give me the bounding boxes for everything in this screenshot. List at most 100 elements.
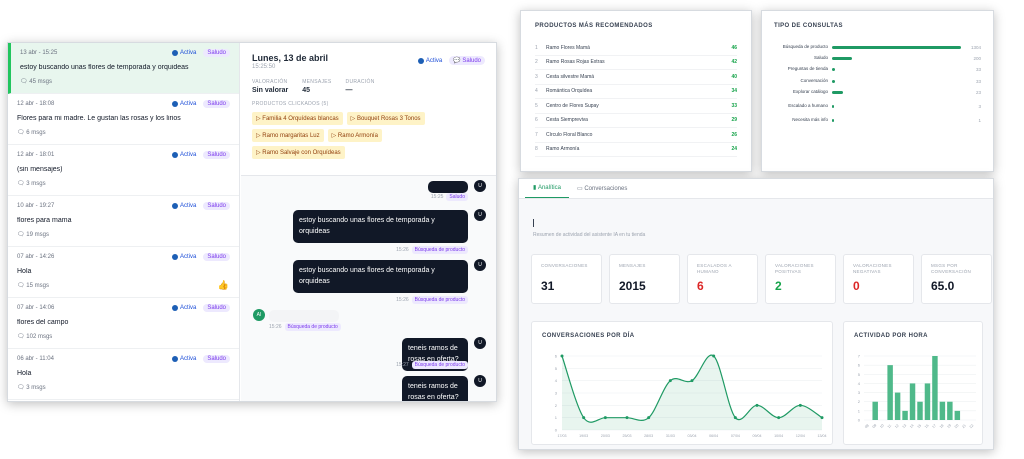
query-type-count: 33 xyxy=(975,67,981,73)
message-time: 15:26 xyxy=(396,297,409,303)
product-chip[interactable]: ▷ Bouquet Rosas 3 Tonos xyxy=(346,112,425,125)
product-chip[interactable]: ▷ Familia 4 Orquídeas blancas xyxy=(252,112,343,125)
message-count-text: 6 msgs xyxy=(26,130,46,136)
conversation-item[interactable]: 13 abr - 15:25 Activa Saludo estoy buscando… xyxy=(8,43,239,94)
user-avatar: U xyxy=(474,209,486,221)
detail-stat-label: DURACIÓN xyxy=(345,79,375,85)
query-type-name: Saludo xyxy=(813,55,828,61)
query-type-fill xyxy=(832,45,961,49)
query-type-name: Preguntas de tienda xyxy=(787,66,828,72)
message-count: 🗨 45 msgs xyxy=(20,78,230,85)
conversation-preview: (sin mensajes) xyxy=(17,166,63,173)
product-chip[interactable]: ▷ Ramo Salvaje con Orquídeas xyxy=(252,146,345,159)
data-point xyxy=(647,416,651,420)
conversation-item[interactable]: 10 abr - 19:27 Activa Saludo flores para ma… xyxy=(8,196,239,247)
query-type-name: Explorar catálogo xyxy=(792,89,828,95)
product-rank: 1 xyxy=(535,44,538,51)
play-icon: ▷ xyxy=(256,150,263,156)
message-tag: Búsqueda de producto xyxy=(411,246,468,254)
conversation-meta: 12 abr - 18:01 Activa Saludo xyxy=(17,151,230,159)
product-row: 1 Ramo Flores Mamá 46 xyxy=(535,41,737,56)
bar xyxy=(917,401,923,420)
top-products-list: 1 Ramo Flores Mamá 46 2 Ramo Rosas Rojas Ext… xyxy=(535,41,737,157)
product-count: 34 xyxy=(731,88,737,95)
status-badge: Activa xyxy=(168,151,200,159)
query-type-bar xyxy=(832,104,961,108)
query-type-count: 33 xyxy=(975,78,981,84)
message-count: 🗨 3 msgs xyxy=(17,384,230,391)
query-type-bar xyxy=(832,118,961,122)
y-tick-label: 1 xyxy=(555,415,558,420)
tag-badge: Saludo xyxy=(203,202,230,210)
detail-stats: VALORACIÓN Sin valorar MENSAJES 45 DURACIÓN — xyxy=(252,79,485,94)
data-point xyxy=(798,403,802,407)
kpi-card: ESCALADOS A HUMANO 6 xyxy=(687,254,758,304)
conversation-item[interactable]: 07 abr - 14:06 Activa Saludo flores del cam… xyxy=(8,298,239,349)
data-point xyxy=(625,416,629,420)
kpi-card: MSGS POR CONVERSACIÓN 65.0 xyxy=(921,254,992,304)
tab-analytics[interactable]: ▮ Analítica xyxy=(525,184,569,198)
status-badge: Activa xyxy=(168,355,200,363)
query-type-count: 23 xyxy=(975,89,981,95)
conversation-item[interactable]: 07 abr - 14:26 Activa Saludo Hola 🗨 15 msgs 👍 xyxy=(8,247,239,298)
play-icon: ▷ xyxy=(350,116,357,122)
message-count: 🗨 19 msgs xyxy=(17,231,230,238)
conversation-preview: estoy buscando unas flores de temporada … xyxy=(20,64,189,71)
message-tag: Saludo xyxy=(446,193,468,201)
y-tick-label: 7 xyxy=(858,354,861,359)
product-chip[interactable]: ▷ Ramo Armonía xyxy=(327,129,382,142)
product-row: 3 Cesta silvestre Mamá 40 xyxy=(535,70,737,85)
query-types-panel: TIPO DE CONSULTAS Búsqueda de producto 13… xyxy=(761,10,994,172)
status-badge: Activa xyxy=(168,49,200,57)
query-type-fill xyxy=(832,56,852,60)
query-type-name: Búsqueda de producto xyxy=(782,43,828,49)
conversation-item[interactable]: 12 abr - 18:01 Activa Saludo (sin mensajes)… xyxy=(8,145,239,196)
x-tick-label: 10/04 xyxy=(774,434,783,438)
query-types-title: TIPO DE CONSULTAS xyxy=(774,23,843,29)
product-rank: 2 xyxy=(535,59,538,66)
status-badge: Activa xyxy=(168,253,200,261)
message-bubble xyxy=(269,310,339,322)
conversation-item[interactable]: 06 abr - 11:04 Activa Saludo Hola 🗨 3 msgs xyxy=(8,349,239,400)
bar xyxy=(932,356,938,420)
detail-stat-label: VALORACIÓN xyxy=(252,79,288,85)
y-tick-label: 6 xyxy=(555,354,558,359)
kpi-value: 65.0 xyxy=(931,279,955,293)
product-row: 6 Cesta Siempreviva 29 xyxy=(535,114,737,128)
y-tick-label: 1 xyxy=(858,408,861,413)
detail-stat-label: MENSAJES xyxy=(302,79,332,85)
message-thread[interactable]: U 15:25 Saludo estoy buscando unas flores d… xyxy=(241,176,496,401)
product-row: 2 Ramo Rosas Rojas Extras 42 xyxy=(535,56,737,70)
chat-icon: 🗨 xyxy=(17,385,27,391)
conversation-item[interactable]: 12 abr - 18:08 Activa Saludo Flores para mi… xyxy=(8,94,239,145)
query-type-row: Escalado a humano 3 xyxy=(774,99,981,113)
conversation-meta: 10 abr - 19:27 Activa Saludo xyxy=(17,202,230,210)
x-tick-label: 13 xyxy=(902,423,908,429)
tab-conversations[interactable]: ▭ Conversaciones xyxy=(576,186,628,192)
product-name: Cesta silvestre Mamá xyxy=(546,73,595,80)
product-chips: ▷ Familia 4 Orquídeas blancas ▷ Bouquet R… xyxy=(252,112,467,159)
product-rank: 7 xyxy=(535,131,538,138)
product-count: 29 xyxy=(731,117,737,124)
conversation-preview: flores para mama xyxy=(17,217,72,224)
ai-avatar: AI xyxy=(253,309,265,321)
x-tick-label: 10 xyxy=(879,423,885,429)
product-chip[interactable]: ▷ Ramo margaritas Luz xyxy=(252,129,324,142)
query-type-row: Búsqueda de producto 1304 xyxy=(774,40,981,54)
thumbs-up-icon: 👍 xyxy=(217,280,229,290)
products-label: PRODUCTOS CLICKADOS (5) xyxy=(252,101,329,107)
bar xyxy=(924,383,931,420)
chat-icon: 🗨 xyxy=(17,181,27,187)
kpi-label: VALORACIONES NEGATIVAS xyxy=(853,263,892,274)
product-rank: 8 xyxy=(535,146,538,153)
kpi-label: MSGS POR CONVERSACIÓN xyxy=(931,263,972,274)
user-avatar: U xyxy=(474,337,486,349)
product-rank: 4 xyxy=(535,88,538,95)
tag-badge: Saludo xyxy=(203,49,230,57)
play-icon: ▷ xyxy=(331,133,338,139)
x-tick-label: 07/04 xyxy=(731,434,740,438)
conversation-list[interactable]: 13 abr - 15:25 Activa Saludo estoy buscando… xyxy=(8,43,240,401)
detail-title: Lunes, 13 de abril xyxy=(252,53,329,63)
y-tick-label: 4 xyxy=(555,378,558,383)
message-count-text: 45 msgs xyxy=(29,79,52,85)
